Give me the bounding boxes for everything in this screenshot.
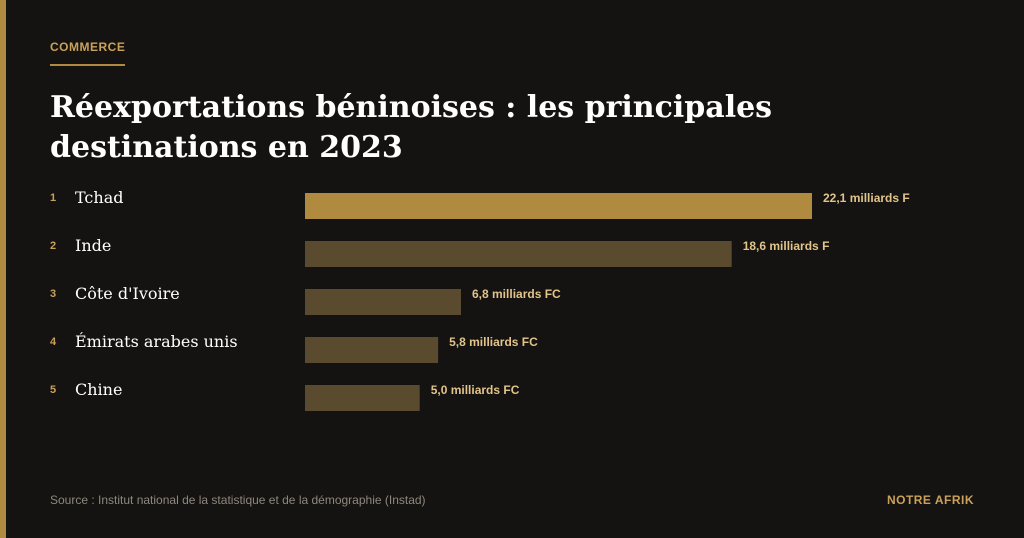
bar-category-label: Côte d'Ivoire [75, 284, 180, 303]
bar-3 [305, 289, 461, 315]
bar-category-label: Tchad [75, 188, 123, 207]
bar-value-label: 6,8 milliards FC [472, 287, 561, 301]
bar-category-label: Inde [75, 236, 111, 255]
bar-1 [305, 193, 812, 219]
bar-value-label: 5,8 milliards FC [449, 335, 538, 349]
bar-rank: 4 [50, 336, 57, 348]
category-label: COMMERCE [50, 40, 126, 66]
bar-rank: 2 [50, 240, 56, 252]
bar-value-label: 18,6 milliards F [743, 239, 830, 253]
bar-category-label: Chine [75, 380, 122, 399]
bar-rank: 5 [50, 384, 56, 396]
source-note: Source : Institut national de la statist… [50, 493, 426, 507]
bar-category-label: Émirats arabes unis [75, 331, 238, 351]
bar-2 [305, 241, 732, 267]
bar-5 [305, 385, 420, 411]
bar-rank: 1 [50, 192, 56, 204]
bar-rank: 3 [50, 288, 56, 300]
bar-value-label: 5,0 milliards FC [431, 383, 520, 397]
left-accent-bar [0, 0, 6, 538]
brand-logo: NOTRE AFRIK [886, 493, 974, 507]
chart-title: Réexportations béninoises : les principa… [50, 90, 773, 165]
bar-4 [305, 337, 439, 363]
bar-value-label: 22,1 milliards F [823, 191, 910, 205]
